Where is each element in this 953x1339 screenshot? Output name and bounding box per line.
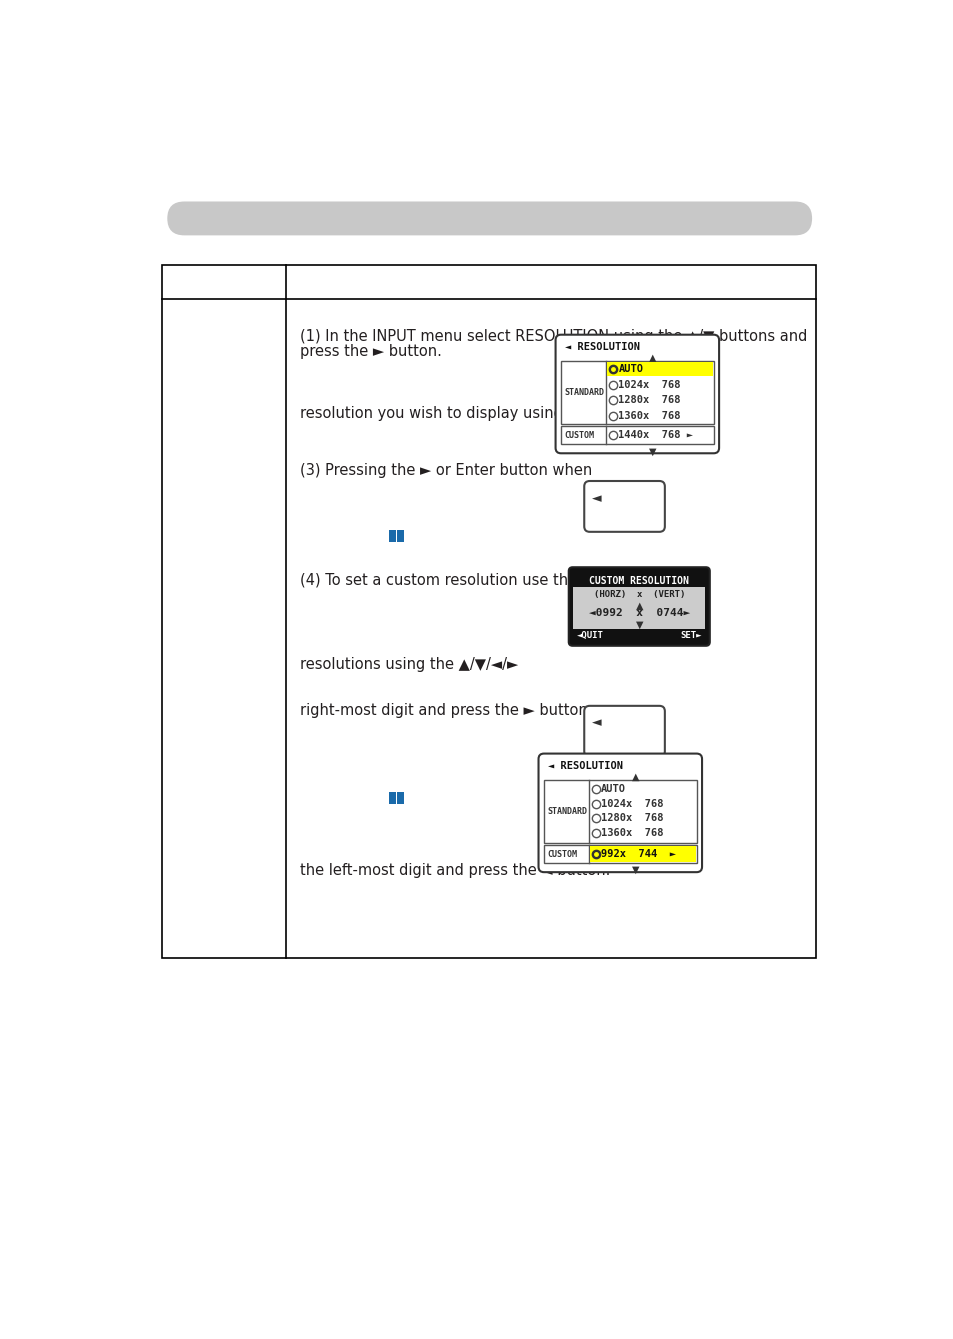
- Bar: [162, 265, 815, 957]
- Text: ▲: ▲: [635, 600, 642, 611]
- FancyBboxPatch shape: [583, 706, 664, 757]
- Text: ▼: ▼: [648, 446, 656, 457]
- FancyBboxPatch shape: [537, 754, 701, 872]
- Text: (HORZ)  x  (VERT): (HORZ) x (VERT): [593, 590, 684, 600]
- Text: 1024x  768: 1024x 768: [618, 380, 680, 390]
- Text: ◄0992  x  0744►: ◄0992 x 0744►: [588, 608, 689, 619]
- Bar: [606, 363, 712, 376]
- Text: STANDARD: STANDARD: [546, 807, 586, 815]
- FancyBboxPatch shape: [568, 568, 709, 645]
- Text: 1360x  768: 1360x 768: [600, 828, 663, 838]
- Text: STANDARD: STANDARD: [563, 388, 603, 396]
- Text: ◄: ◄: [592, 716, 601, 730]
- Text: ◄QUIT: ◄QUIT: [576, 631, 602, 640]
- Text: 1024x  768: 1024x 768: [600, 798, 663, 809]
- Text: ▲: ▲: [648, 353, 656, 363]
- Bar: [560, 426, 713, 445]
- Text: ◄ RESOLUTION: ◄ RESOLUTION: [564, 343, 639, 352]
- Text: 1280x  768: 1280x 768: [600, 813, 663, 823]
- Text: ▼: ▼: [635, 620, 642, 629]
- Text: (1) In the INPUT menu select RESOLUTION using the ▲/▼ buttons and: (1) In the INPUT menu select RESOLUTION …: [299, 328, 806, 344]
- Text: resolutions using the ▲/▼/◄/►: resolutions using the ▲/▼/◄/►: [299, 657, 517, 672]
- Bar: [573, 588, 704, 629]
- Text: AUTO: AUTO: [600, 785, 625, 794]
- Text: 1280x  768: 1280x 768: [618, 395, 680, 406]
- Text: ◄: ◄: [592, 491, 601, 505]
- Bar: [389, 530, 395, 542]
- Bar: [560, 362, 713, 424]
- Bar: [543, 845, 696, 862]
- Bar: [589, 846, 695, 862]
- Bar: [389, 793, 395, 803]
- Text: 1440x  768 ►: 1440x 768 ►: [618, 430, 693, 441]
- Text: CUSTOM: CUSTOM: [546, 849, 577, 858]
- Text: ▼: ▼: [632, 865, 639, 876]
- Text: (4) To set a custom resolution use the ▲/▼: (4) To set a custom resolution use the ▲…: [299, 573, 608, 588]
- Text: CUSTOM RESOLUTION: CUSTOM RESOLUTION: [589, 576, 688, 585]
- Text: 992x  744  ►: 992x 744 ►: [600, 849, 676, 860]
- Text: AUTO: AUTO: [618, 364, 642, 375]
- Text: right-most digit and press the ► button.: right-most digit and press the ► button.: [299, 703, 592, 718]
- FancyBboxPatch shape: [555, 335, 719, 454]
- Text: CUSTOM: CUSTOM: [563, 431, 594, 439]
- Bar: [573, 629, 704, 641]
- Bar: [397, 793, 404, 803]
- Text: 1360x  768: 1360x 768: [618, 411, 680, 420]
- Bar: [543, 779, 696, 842]
- Text: ◄ RESOLUTION: ◄ RESOLUTION: [547, 762, 622, 771]
- Text: the left-most digit and press the ◄ button.: the left-most digit and press the ◄ butt…: [299, 862, 610, 878]
- Text: press the ► button.: press the ► button.: [299, 344, 441, 359]
- Bar: [397, 530, 404, 542]
- FancyBboxPatch shape: [167, 201, 811, 236]
- Text: ▲: ▲: [632, 773, 639, 782]
- FancyBboxPatch shape: [583, 481, 664, 532]
- Text: resolution you wish to display using the ▲/▼: resolution you wish to display using the…: [299, 406, 623, 420]
- Text: (3) Pressing the ► or Enter button when: (3) Pressing the ► or Enter button when: [299, 462, 592, 478]
- Text: SET►: SET►: [679, 631, 701, 640]
